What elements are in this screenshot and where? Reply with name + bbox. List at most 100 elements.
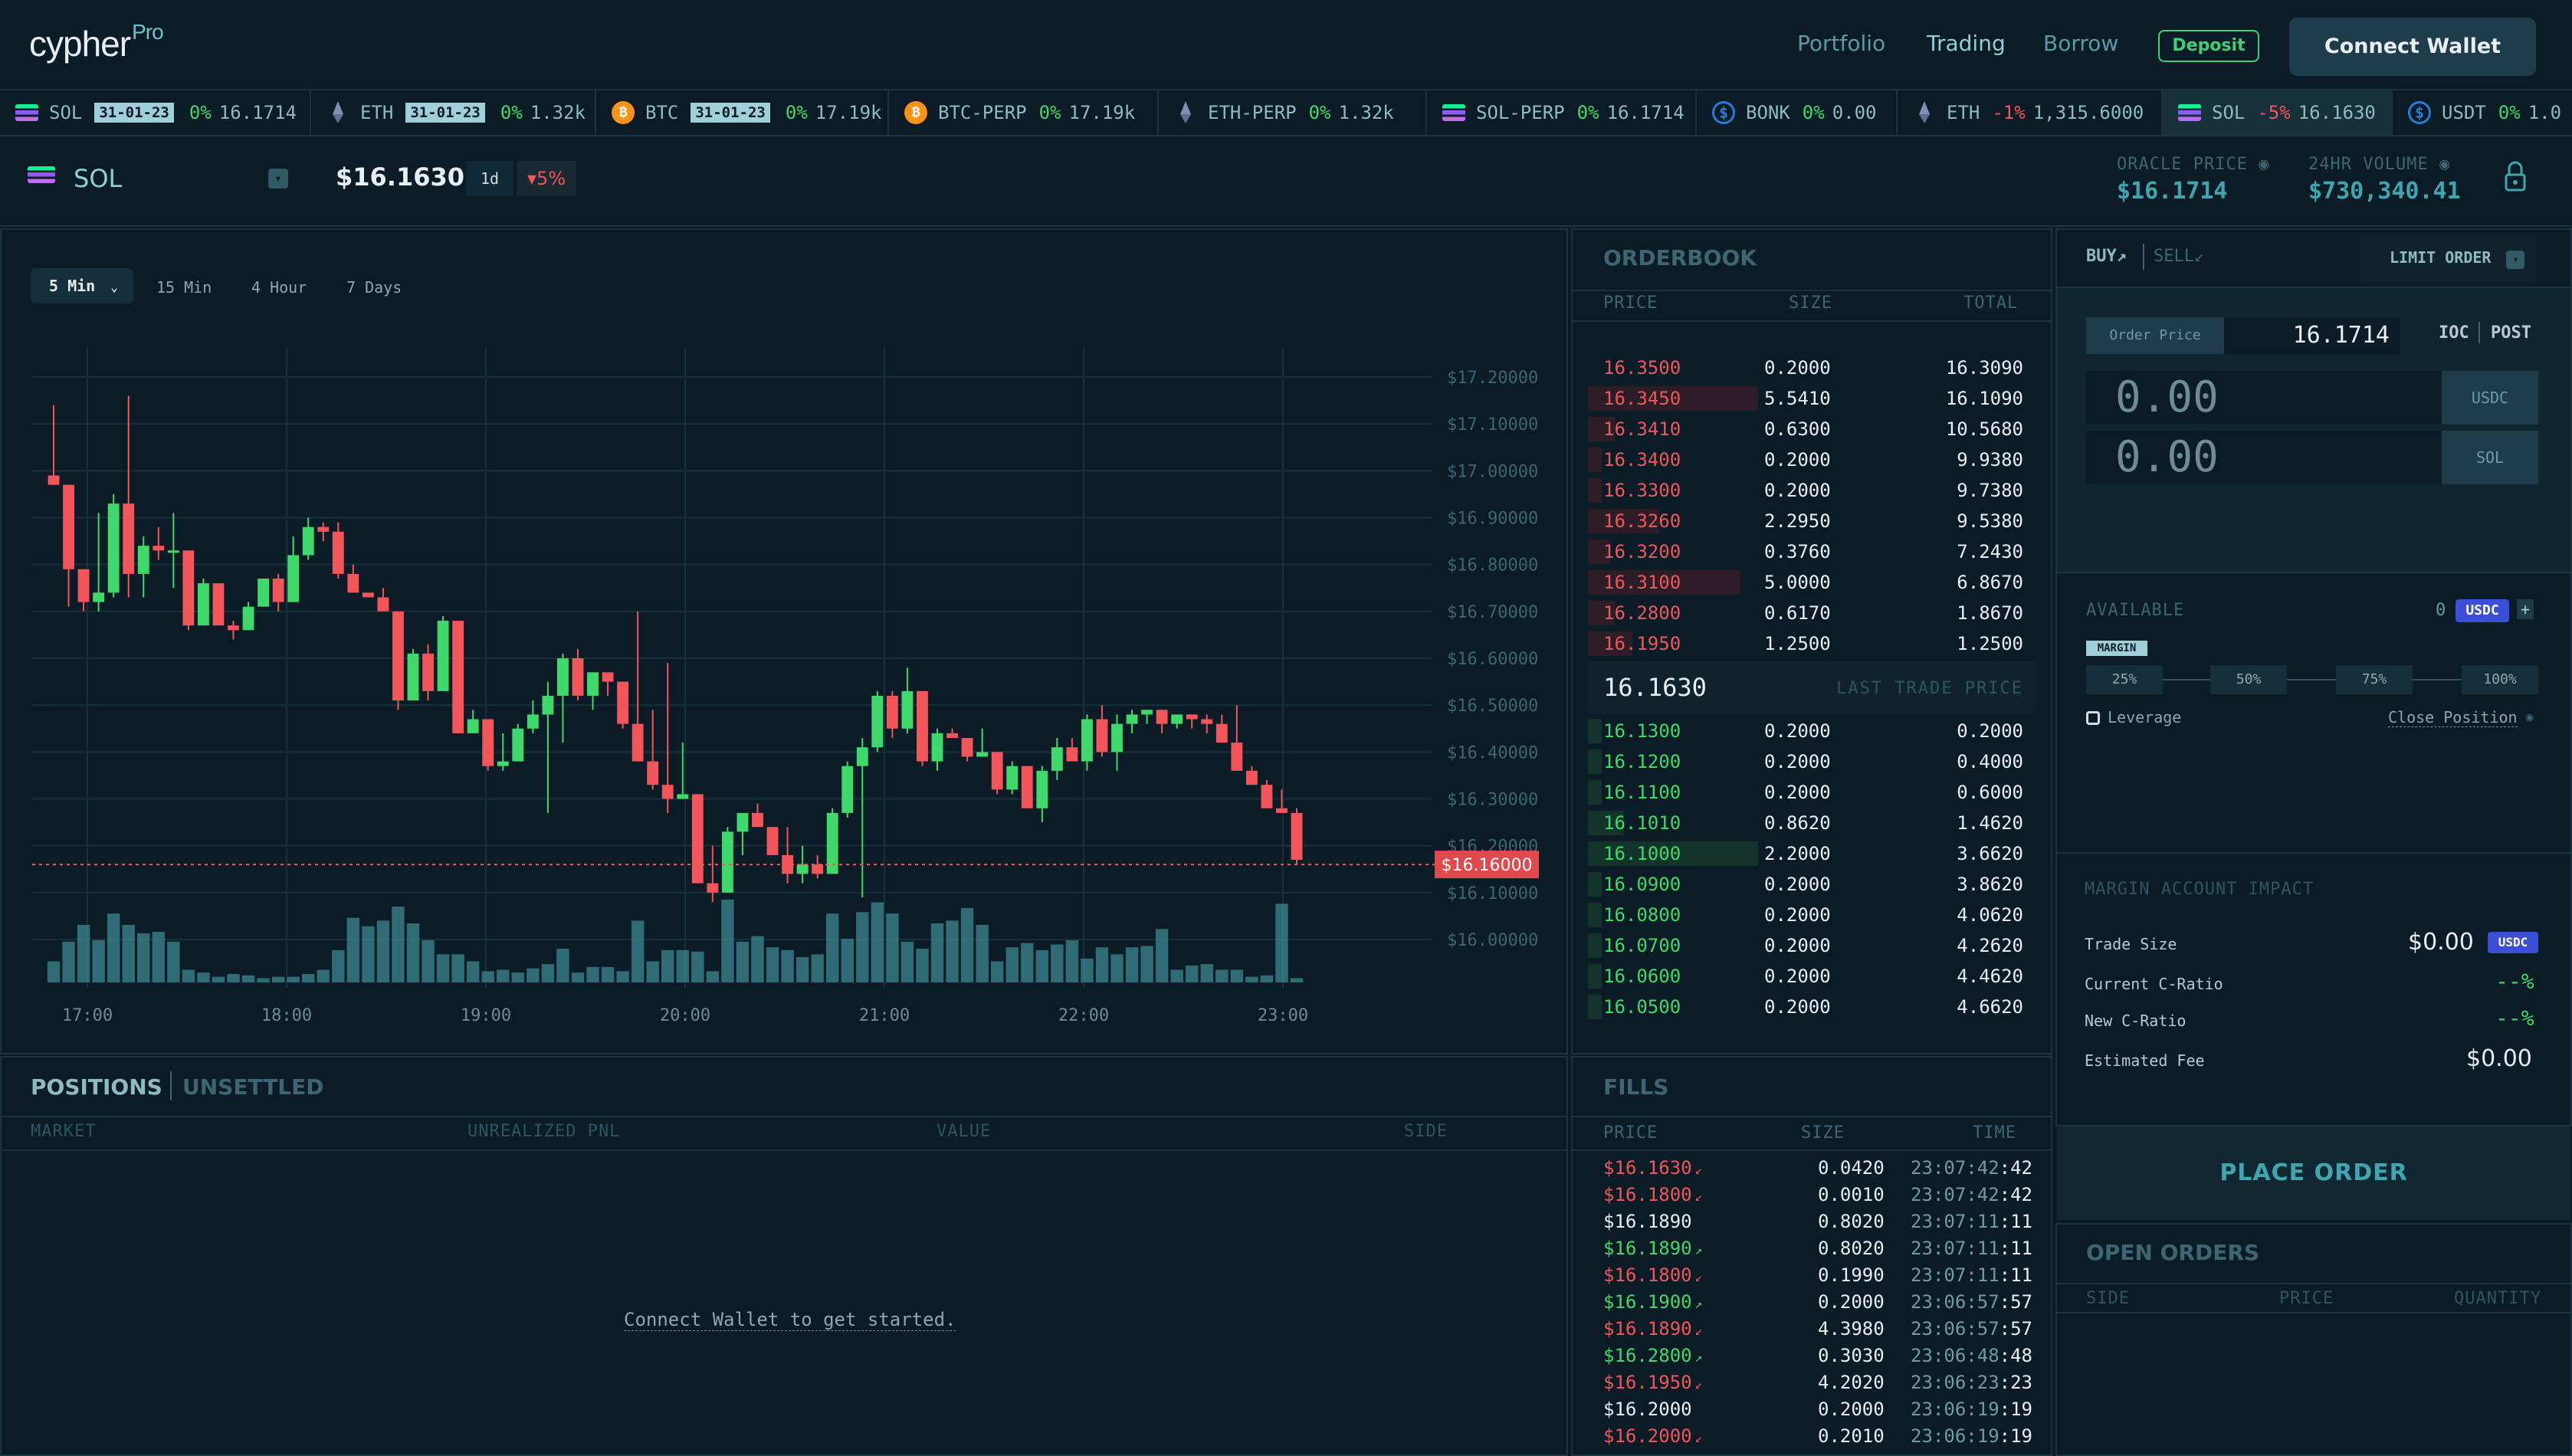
candle[interactable]	[1231, 705, 1243, 771]
lock-icon[interactable]	[2505, 159, 2526, 193]
ask-row[interactable]: 16.1950 1.2500 1.2500	[1588, 628, 2036, 659]
connect-wallet-prompt[interactable]: Connect Wallet to get started.	[624, 1309, 956, 1331]
cypher-logo[interactable]: cypherPro	[29, 20, 164, 64]
bid-row[interactable]: 16.1000 2.2000 3.6620	[1588, 838, 2036, 869]
candle[interactable]	[782, 827, 793, 884]
candle[interactable]	[1141, 710, 1153, 724]
candle[interactable]	[691, 794, 704, 884]
pct-100[interactable]: 100%	[2462, 665, 2538, 694]
buy-tab[interactable]: BUY↗	[2086, 247, 2127, 266]
candle[interactable]	[1081, 714, 1093, 771]
candle[interactable]	[1066, 737, 1078, 762]
candle[interactable]	[736, 812, 749, 855]
nav-trading[interactable]: Trading	[1927, 31, 2006, 56]
candle[interactable]	[48, 405, 60, 485]
bid-row[interactable]: 16.0800 0.2000 4.0620	[1588, 900, 2036, 930]
candle[interactable]	[527, 700, 539, 733]
ioc-toggle[interactable]: IOC	[2439, 323, 2469, 343]
bid-row[interactable]: 16.1100 0.2000 0.6000	[1588, 777, 2036, 808]
leverage-checkbox[interactable]	[2086, 711, 2100, 725]
deposit-button[interactable]: Deposit	[2158, 30, 2259, 62]
candle[interactable]	[197, 579, 209, 626]
ticker-item[interactable]: ETH -1% 1,315.6000	[1898, 90, 2163, 135]
candle[interactable]	[167, 513, 179, 589]
candle[interactable]	[467, 710, 479, 733]
order-price-input[interactable]: 16.1714	[2224, 317, 2400, 354]
place-order-button[interactable]: PLACE ORDER	[2057, 1126, 2570, 1220]
candle[interactable]	[347, 564, 359, 593]
nav-borrow[interactable]: Borrow	[2043, 31, 2119, 56]
candle[interactable]	[212, 583, 225, 626]
tab-7days[interactable]: 7 Days	[346, 278, 402, 297]
candle[interactable]	[287, 536, 300, 602]
candle[interactable]	[917, 690, 928, 766]
order-type-select[interactable]: LIMIT ORDER ▾	[2360, 233, 2537, 282]
ticker-item[interactable]: ETH 31-01-23 0% 1.32k	[311, 90, 596, 135]
usdc-amount-input[interactable]: 0.00	[2086, 371, 2442, 425]
candle[interactable]	[123, 395, 135, 598]
info-icon[interactable]: ◉	[2259, 155, 2270, 174]
candle[interactable]	[392, 611, 404, 710]
candle[interactable]	[63, 484, 74, 607]
ticker-item[interactable]: SOL-PERP 0% 16.1714	[1427, 90, 1697, 135]
ask-row[interactable]: 16.3450 5.5410 16.1090	[1588, 383, 2036, 414]
candle[interactable]	[647, 710, 659, 790]
candle[interactable]	[93, 513, 105, 612]
candle[interactable]	[1201, 714, 1213, 733]
candle[interactable]	[1111, 714, 1123, 771]
ask-row[interactable]: 16.3400 0.2000 9.9380	[1588, 444, 2036, 475]
tab-4hour[interactable]: 4 Hour	[251, 278, 307, 297]
candle[interactable]	[1006, 761, 1019, 795]
slider-track[interactable]	[2088, 679, 2532, 680]
pct-75[interactable]: 75%	[2336, 665, 2413, 694]
candle[interactable]	[422, 644, 434, 701]
candle[interactable]	[677, 743, 689, 799]
candle[interactable]	[1186, 714, 1198, 729]
candle[interactable]	[572, 648, 584, 701]
candle[interactable]	[182, 550, 195, 631]
bid-row[interactable]: 16.0500 0.2000 4.6620	[1588, 992, 2036, 1022]
candle[interactable]	[228, 621, 239, 640]
bid-row[interactable]: 16.1300 0.2000 0.2000	[1588, 716, 2036, 746]
candle[interactable]	[752, 803, 763, 828]
ticker-item[interactable]: SOL -5% 16.1630	[2163, 90, 2393, 135]
ask-row[interactable]: 16.3260 2.2950 9.5380	[1588, 506, 2036, 536]
tab-unsettled[interactable]: UNSETTLED	[182, 1074, 324, 1100]
candle[interactable]	[766, 827, 779, 855]
candle[interactable]	[617, 681, 629, 729]
ask-row[interactable]: 16.3500 0.2000 16.3090	[1588, 353, 2036, 383]
bid-row[interactable]: 16.0600 0.2000 4.4620	[1588, 961, 2036, 992]
candle[interactable]	[107, 494, 120, 598]
connect-wallet-button[interactable]: Connect Wallet	[2289, 18, 2536, 76]
tab-positions[interactable]: POSITIONS	[31, 1074, 162, 1100]
candle[interactable]	[377, 588, 389, 612]
candle[interactable]	[317, 522, 330, 542]
candle[interactable]	[407, 648, 419, 701]
interval-badge[interactable]: 1d	[466, 161, 513, 196]
ticker-item[interactable]: ₿ BTC-PERP 0% 17.19k	[889, 90, 1159, 135]
bid-row[interactable]: 16.1200 0.2000 0.4000	[1588, 746, 2036, 777]
sol-amount-input[interactable]: 0.00	[2086, 431, 2442, 484]
candlestick-chart[interactable]: $17.20000 $17.10000 $17.00000 $16.90000 $16.…	[2, 230, 1566, 1053]
candle[interactable]	[272, 573, 284, 612]
bid-row[interactable]: 16.0900 0.2000 3.8620	[1588, 869, 2036, 900]
candle[interactable]	[1036, 766, 1048, 823]
candle[interactable]	[856, 737, 868, 897]
ticker-item[interactable]: SOL 31-01-23 0% 16.1714	[0, 90, 311, 135]
candle[interactable]	[602, 672, 614, 696]
candle[interactable]	[512, 723, 524, 762]
candle[interactable]	[452, 621, 464, 733]
candle[interactable]	[1156, 710, 1168, 733]
candle[interactable]	[1261, 780, 1273, 808]
candle[interactable]	[901, 667, 914, 733]
candle[interactable]	[332, 522, 344, 579]
candle[interactable]	[587, 672, 599, 710]
candle[interactable]	[1096, 705, 1108, 757]
candle[interactable]	[1291, 808, 1303, 865]
candle[interactable]	[557, 653, 569, 743]
chevron-down-icon[interactable]: ▾	[268, 169, 288, 189]
candle[interactable]	[542, 681, 554, 813]
candle[interactable]	[632, 611, 644, 762]
tab-15min[interactable]: 15 Min	[156, 278, 212, 297]
close-position-link[interactable]: Close Position	[2388, 708, 2518, 727]
